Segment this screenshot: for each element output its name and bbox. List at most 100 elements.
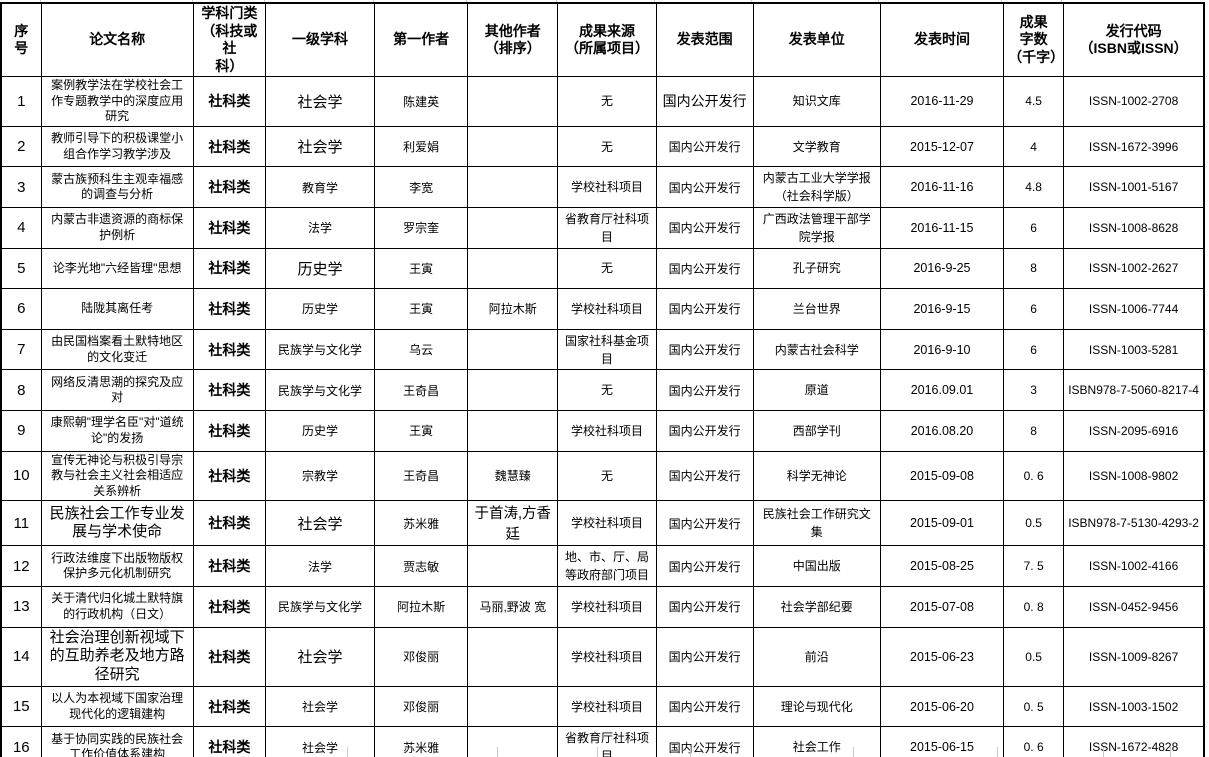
cell-title[interactable]: 由民国档案看土默特地区的文化变迁 <box>40 328 194 371</box>
cell-title[interactable]: 关于清代归化城土默特旗的行政机构（日文） <box>40 585 194 628</box>
cell-scope[interactable]: 国内公开发行 <box>655 125 754 168</box>
cell-title[interactable]: 民族社会工作专业发展与学术使命 <box>40 500 194 547</box>
cell-source[interactable]: 学校社科项目 <box>557 626 657 687</box>
cell-title[interactable]: 教师引导下的积极课堂小组合作学习教学涉及 <box>40 125 194 168</box>
cell-code[interactable]: ISSN-1008-9802 <box>1063 450 1205 502</box>
cell-title[interactable]: 网络反清思潮的探究及应对 <box>40 369 194 411</box>
cell-date[interactable]: 2016-11-16 <box>879 166 1005 208</box>
cell-publisher[interactable]: 科学无神论 <box>752 450 881 502</box>
cell-category[interactable]: 社科类 <box>192 247 266 290</box>
cell-title[interactable]: 蒙古族预科生主观幸福感的调查与分析 <box>40 166 194 208</box>
cell-publisher[interactable]: 理论与现代化 <box>752 685 881 728</box>
cell-title[interactable]: 以人为本视域下国家治理现代化的逻辑建构 <box>40 685 194 728</box>
cell-code[interactable]: ISSN-1003-5281 <box>1063 328 1205 371</box>
cell-words[interactable]: 4 <box>1003 125 1065 168</box>
cell-source[interactable]: 无 <box>557 247 657 290</box>
cell-category[interactable]: 社科类 <box>192 450 266 502</box>
cell-date[interactable]: 2015-08-25 <box>879 545 1005 587</box>
cell-no[interactable]: 12 <box>0 545 42 587</box>
cell-first_author[interactable]: 王寅 <box>374 247 469 290</box>
cell-title[interactable]: 行政法维度下出版物版权保护多元化机制研究 <box>40 545 194 587</box>
cell-scope[interactable]: 国内公开发行 <box>655 409 754 452</box>
cell-date[interactable]: 2015-07-08 <box>879 585 1005 628</box>
cell-source[interactable]: 学校社科项目 <box>557 685 657 728</box>
cell-other_authors[interactable] <box>467 247 559 290</box>
cell-source[interactable]: 学校社科项目 <box>557 166 657 208</box>
cell-words[interactable]: 3 <box>1003 369 1065 411</box>
cell-no[interactable]: 4 <box>0 206 42 249</box>
cell-date[interactable]: 2016-9-15 <box>879 288 1005 330</box>
cell-first_author[interactable]: 王奇昌 <box>374 369 469 411</box>
cell-code[interactable]: ISSN-1002-2627 <box>1063 247 1205 290</box>
cell-publisher[interactable]: 社会学部纪要 <box>752 585 881 628</box>
cell-first_author[interactable]: 王寅 <box>374 409 469 452</box>
cell-other_authors[interactable] <box>467 409 559 452</box>
cell-no[interactable]: 2 <box>0 125 42 168</box>
cell-first_author[interactable]: 苏米雅 <box>374 500 469 547</box>
cell-code[interactable]: ISSN-1002-4166 <box>1063 545 1205 587</box>
cell-words[interactable]: 0. 5 <box>1003 685 1065 728</box>
cell-code[interactable]: ISSN-1002-2708 <box>1063 76 1205 127</box>
column-header-words[interactable]: 成果 字数 （千字） <box>1003 2 1065 77</box>
cell-title[interactable]: 内蒙古非遗资源的商标保护例析 <box>40 206 194 249</box>
cell-title[interactable]: 社会治理创新视域下的互助养老及地方路径研究 <box>40 626 194 687</box>
cell-no[interactable]: 1 <box>0 76 42 127</box>
cell-words[interactable]: 0.5 <box>1003 500 1065 547</box>
cell-date[interactable]: 2015-06-15 <box>879 726 1005 757</box>
cell-scope[interactable]: 国内公开发行 <box>655 450 754 502</box>
cell-other_authors[interactable] <box>467 626 559 687</box>
cell-discipline[interactable]: 历史学 <box>264 409 376 452</box>
cell-no[interactable]: 8 <box>0 369 42 411</box>
cell-title[interactable]: 论李光地"六经皆理"思想 <box>40 247 194 290</box>
cell-date[interactable]: 2015-12-07 <box>879 125 1005 168</box>
cell-first_author[interactable]: 邓俊丽 <box>374 626 469 687</box>
cell-source[interactable]: 学校社科项目 <box>557 585 657 628</box>
cell-date[interactable]: 2016.08.20 <box>879 409 1005 452</box>
cell-words[interactable]: 8 <box>1003 409 1065 452</box>
cell-scope[interactable]: 国内公开发行 <box>655 206 754 249</box>
cell-first_author[interactable]: 邓俊丽 <box>374 685 469 728</box>
cell-scope[interactable]: 国内公开发行 <box>655 288 754 330</box>
cell-first_author[interactable]: 贾志敏 <box>374 545 469 587</box>
cell-code[interactable]: ISSN-1009-8267 <box>1063 626 1205 687</box>
cell-code[interactable]: ISSN-0452-9456 <box>1063 585 1205 628</box>
cell-words[interactable]: 0.5 <box>1003 626 1065 687</box>
cell-code[interactable]: ISSN-1006-7744 <box>1063 288 1205 330</box>
cell-scope[interactable]: 国内公开发行 <box>655 585 754 628</box>
cell-category[interactable]: 社科类 <box>192 685 266 728</box>
cell-no[interactable]: 13 <box>0 585 42 628</box>
cell-scope[interactable]: 国内公开发行 <box>655 545 754 587</box>
cell-code[interactable]: ISSN-1672-3996 <box>1063 125 1205 168</box>
cell-category[interactable]: 社科类 <box>192 206 266 249</box>
cell-discipline[interactable]: 社会学 <box>264 76 376 127</box>
cell-category[interactable]: 社科类 <box>192 500 266 547</box>
cell-first_author[interactable]: 王奇昌 <box>374 450 469 502</box>
cell-words[interactable]: 0. 6 <box>1003 726 1065 757</box>
cell-title[interactable]: 陆陇其离任考 <box>40 288 194 330</box>
cell-no[interactable]: 9 <box>0 409 42 452</box>
cell-words[interactable]: 4.5 <box>1003 76 1065 127</box>
cell-publisher[interactable]: 广西政法管理干部学院学报 <box>752 206 881 249</box>
cell-discipline[interactable]: 社会学 <box>264 726 376 757</box>
cell-discipline[interactable]: 民族学与文化学 <box>264 585 376 628</box>
cell-words[interactable]: 0. 8 <box>1003 585 1065 628</box>
cell-first_author[interactable]: 李宽 <box>374 166 469 208</box>
cell-words[interactable]: 6 <box>1003 288 1065 330</box>
cell-source[interactable]: 学校社科项目 <box>557 409 657 452</box>
cell-discipline[interactable]: 法学 <box>264 545 376 587</box>
cell-title[interactable]: 案例教学法在学校社会工作专题教学中的深度应用研究 <box>40 76 194 127</box>
cell-first_author[interactable]: 阿拉木斯 <box>374 585 469 628</box>
cell-source[interactable]: 无 <box>557 125 657 168</box>
cell-code[interactable]: ISSN-1003-1502 <box>1063 685 1205 728</box>
cell-source[interactable]: 无 <box>557 450 657 502</box>
column-header-no[interactable]: 序 号 <box>0 2 42 77</box>
cell-first_author[interactable]: 王寅 <box>374 288 469 330</box>
cell-first_author[interactable]: 罗宗奎 <box>374 206 469 249</box>
cell-publisher[interactable]: 知识文库 <box>752 76 881 127</box>
cell-words[interactable]: 6 <box>1003 206 1065 249</box>
cell-no[interactable]: 10 <box>0 450 42 502</box>
cell-source[interactable]: 学校社科项目 <box>557 500 657 547</box>
cell-scope[interactable]: 国内公开发行 <box>655 726 754 757</box>
column-header-source[interactable]: 成果来源 （所属项目） <box>557 2 657 77</box>
cell-no[interactable]: 15 <box>0 685 42 728</box>
